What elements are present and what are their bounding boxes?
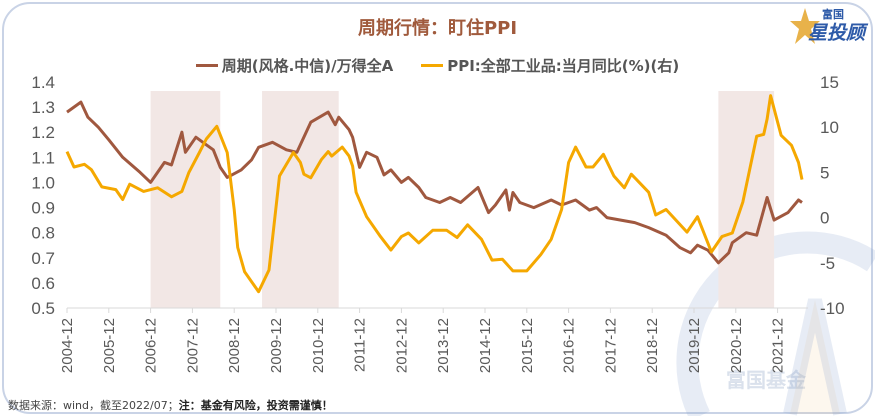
y-left-tick-label: 0.7 [31,249,55,268]
legend-label: PPI:全部工业品:当月同比(%)(右) [447,57,680,75]
y-left-tick-label: 1.2 [31,123,55,142]
x-tick-label: 2006-12 [143,318,160,373]
x-tick-label: 2014-12 [477,318,494,373]
watermark-shape [783,298,847,416]
x-tick-label: 2019-12 [686,318,703,373]
y-left-tick-label: 0.8 [31,224,55,243]
star-icon [790,8,820,44]
x-tick-label: 2021-12 [770,318,787,373]
y-left-tick-label: 0.9 [31,199,55,218]
y-right-tick-label: -10 [820,299,845,318]
y-left-tick-label: 1.1 [31,148,55,167]
y-left-tick-label: 0.6 [31,274,55,293]
y-left-tick-label: 1.0 [31,173,55,192]
y-right-tick-label: 5 [820,163,829,182]
x-tick-label: 2020-12 [728,318,745,373]
legend-item-cycle[interactable]: 周期(风格.中信)/万得全A [195,55,394,76]
chart-title: 周期行情：盯住PPI [357,18,518,39]
shaded-period [150,91,221,308]
risk-note: 注：基金有风险，投资需谨慎！ [178,399,333,412]
y-right-tick-label: -5 [820,254,835,273]
logo-line2: 星投顾 [808,22,866,44]
y-left-tick-label: 1.3 [31,98,55,117]
shaded-period [262,91,339,308]
y-right-tick-label: 15 [820,73,839,92]
brand-logo: 富国 星投顾 [790,4,870,48]
x-tick-label: 2016-12 [561,318,578,373]
x-tick-label: 2009-12 [268,318,285,373]
legend: 周期(风格.中信)/万得全A PPI:全部工业品:当月同比(%)(右) [0,55,875,76]
legend-label: 周期(风格.中信)/万得全A [221,57,394,75]
logo-line1: 富国 [822,8,844,21]
watermark: 富国基金 [726,368,806,392]
x-tick-label: 2012-12 [393,318,410,373]
data-source: 数据来源：wind，截至2022/07； [8,399,179,412]
y-right-tick-label: 10 [820,118,839,137]
x-tick-label: 2004-12 [59,318,76,373]
y-left-tick-label: 0.5 [31,299,55,318]
x-tick-label: 2015-12 [519,318,536,373]
x-tick-label: 2013-12 [435,318,452,373]
legend-swatch-brown [195,64,218,67]
footer: 数据来源：wind，截至2022/07；注：基金有风险，投资需谨慎！ [8,399,333,412]
series-line-ppi [65,94,804,294]
x-tick-label: 2017-12 [602,318,619,373]
x-tick-label: 2008-12 [226,318,243,373]
x-tick-label: 2005-12 [101,318,118,373]
legend-item-ppi[interactable]: PPI:全部工业品:当月同比(%)(右) [421,55,679,76]
y-left-tick-label: 1.4 [31,73,55,92]
legend-swatch-orange [421,64,444,67]
x-tick-label: 2011-12 [352,318,369,372]
x-tick-label: 2007-12 [184,318,201,373]
x-tick-label: 2010-12 [310,318,327,373]
series-line-cycle-ratio [66,100,803,265]
y-right-tick-label: 0 [820,209,829,228]
x-tick-label: 2018-12 [644,318,661,373]
